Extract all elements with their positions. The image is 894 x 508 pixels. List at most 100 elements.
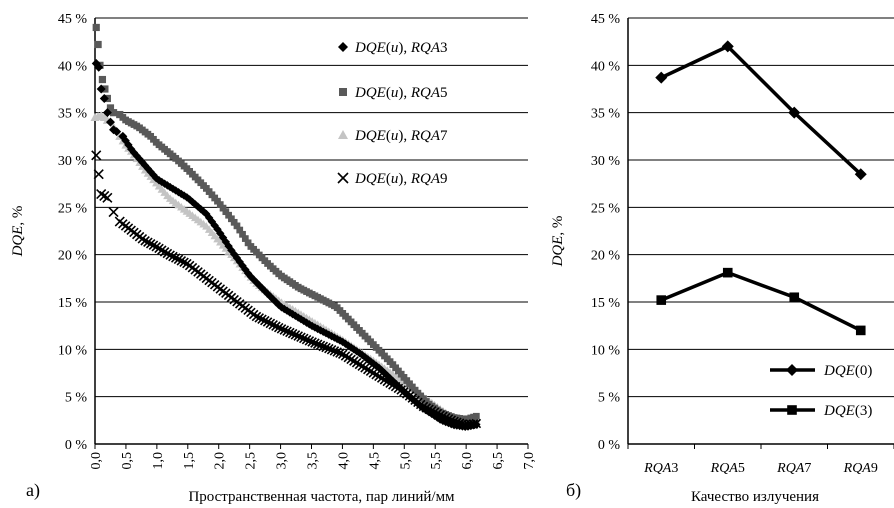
data-point bbox=[471, 418, 482, 429]
x-tick-label-a: 6,0 bbox=[460, 452, 475, 470]
legend-entry-a-part: 3 bbox=[440, 40, 448, 56]
legend-entry-a-part: ), bbox=[398, 40, 411, 56]
y-tick-label-a: 20 % bbox=[58, 249, 88, 264]
data-point bbox=[424, 404, 434, 415]
data-point bbox=[239, 230, 246, 238]
data-point bbox=[335, 348, 345, 358]
data-point bbox=[432, 408, 443, 419]
data-point bbox=[254, 313, 264, 323]
legend-entry-a: DQE(u), RQA5 bbox=[354, 85, 448, 101]
data-point bbox=[310, 338, 320, 348]
data-point bbox=[307, 337, 317, 347]
data-point bbox=[148, 240, 159, 251]
x-tick-label-b: RQA5 bbox=[710, 461, 745, 476]
data-point bbox=[251, 311, 262, 322]
data-point bbox=[244, 239, 252, 247]
legend-entry-a: DQE(u), RQA3 bbox=[354, 40, 448, 56]
x-tick-label-b-part: 5 bbox=[738, 461, 745, 476]
data-point bbox=[468, 419, 479, 429]
y-axis-label-b-part: DQE bbox=[550, 236, 566, 268]
data-point bbox=[257, 314, 267, 325]
data-point bbox=[282, 326, 292, 337]
x-tick-label-b-part: RQA bbox=[710, 461, 739, 476]
x-axis-label-b: Качество излучения bbox=[691, 489, 819, 505]
data-point bbox=[279, 325, 290, 335]
x-tick-label-a: 5,5 bbox=[429, 452, 444, 470]
legend-entry-a-part: RQA bbox=[410, 171, 441, 187]
x-tick-label-b-part: RQA bbox=[643, 461, 672, 476]
data-point bbox=[162, 248, 173, 259]
data-point bbox=[329, 346, 340, 356]
data-point bbox=[472, 412, 480, 420]
panel-label-b: б) bbox=[566, 480, 581, 501]
x-tick-label-a: 4,5 bbox=[367, 452, 382, 470]
y-tick-label-b: 25 % bbox=[591, 201, 621, 216]
data-point bbox=[332, 347, 342, 357]
data-point bbox=[276, 324, 287, 334]
data-point bbox=[304, 336, 315, 346]
y-tick-label-b: 5 % bbox=[598, 391, 621, 406]
data-point bbox=[98, 75, 107, 84]
legend-entry-a-part: ( bbox=[386, 171, 391, 187]
y-tick-label-b: 15 % bbox=[591, 296, 621, 311]
data-point bbox=[102, 192, 113, 203]
x-tick-label-a: 5,0 bbox=[398, 452, 413, 470]
legend-entry-a-part: ( bbox=[386, 85, 391, 101]
data-point bbox=[92, 23, 100, 32]
legend-entry-a-part: ), bbox=[398, 128, 411, 144]
data-point bbox=[230, 218, 238, 226]
data-point bbox=[108, 207, 119, 218]
legend-entry-a-part: DQE bbox=[354, 171, 386, 187]
legend-marker bbox=[338, 42, 348, 52]
legend-entry-b: DQE(3) bbox=[823, 403, 872, 419]
data-point bbox=[855, 325, 866, 336]
legend-entry-a-part: DQE bbox=[354, 40, 386, 56]
data-point bbox=[174, 187, 183, 197]
data-point bbox=[109, 109, 118, 117]
y-tick-label-b: 20 % bbox=[591, 249, 621, 264]
legend-marker bbox=[338, 130, 348, 139]
y-tick-label-b: 45 % bbox=[591, 12, 621, 27]
data-point bbox=[285, 327, 295, 338]
data-point bbox=[105, 117, 115, 127]
data-point bbox=[321, 342, 331, 353]
x-tick-label-a: 4,0 bbox=[336, 452, 351, 470]
legend-entry-b-part: (3) bbox=[855, 403, 873, 419]
legend-entry-a-part: DQE bbox=[354, 128, 386, 144]
x-tick-label-a: 3,5 bbox=[306, 452, 321, 470]
series-a-3 bbox=[91, 150, 482, 430]
data-point bbox=[293, 331, 303, 341]
y-tick-label-a: 25 % bbox=[58, 201, 88, 216]
data-point bbox=[435, 410, 445, 420]
data-point bbox=[214, 197, 221, 205]
data-point bbox=[299, 333, 309, 344]
series-b-0 bbox=[655, 40, 867, 181]
data-point bbox=[296, 332, 306, 343]
data-point bbox=[421, 403, 432, 413]
data-point bbox=[268, 320, 278, 330]
data-point bbox=[165, 250, 175, 260]
legend-entry-a-part: ( bbox=[386, 128, 391, 144]
data-point bbox=[446, 415, 457, 425]
y-axis-label-b: DQE, % bbox=[550, 216, 566, 268]
data-point bbox=[418, 401, 429, 412]
x-tick-label-b-part: 3 bbox=[671, 461, 678, 476]
x-tick-label-b-part: RQA bbox=[843, 461, 872, 476]
x-axis-label-a: Пространственная частота, пар линий/мм bbox=[188, 489, 455, 505]
data-point bbox=[454, 418, 465, 428]
data-point bbox=[324, 343, 334, 354]
data-point bbox=[225, 211, 232, 219]
legend-entry-b-part: (0) bbox=[855, 363, 873, 379]
chart-b: 0 % 5 % 10 % 15 % 20 % 25 % 30 % 35 % 40 % 45 % RQ… bbox=[550, 12, 894, 505]
y-tick-label-a: 10 % bbox=[58, 343, 88, 358]
data-point bbox=[789, 292, 800, 303]
legend-entry-a-part: u bbox=[391, 171, 399, 187]
y-tick-label-a: 40 % bbox=[58, 59, 88, 74]
data-point bbox=[236, 226, 244, 234]
data-point bbox=[145, 239, 156, 249]
legend-entry-a-part: u bbox=[391, 85, 399, 101]
series-b-1 bbox=[656, 267, 866, 336]
data-point bbox=[140, 161, 150, 170]
